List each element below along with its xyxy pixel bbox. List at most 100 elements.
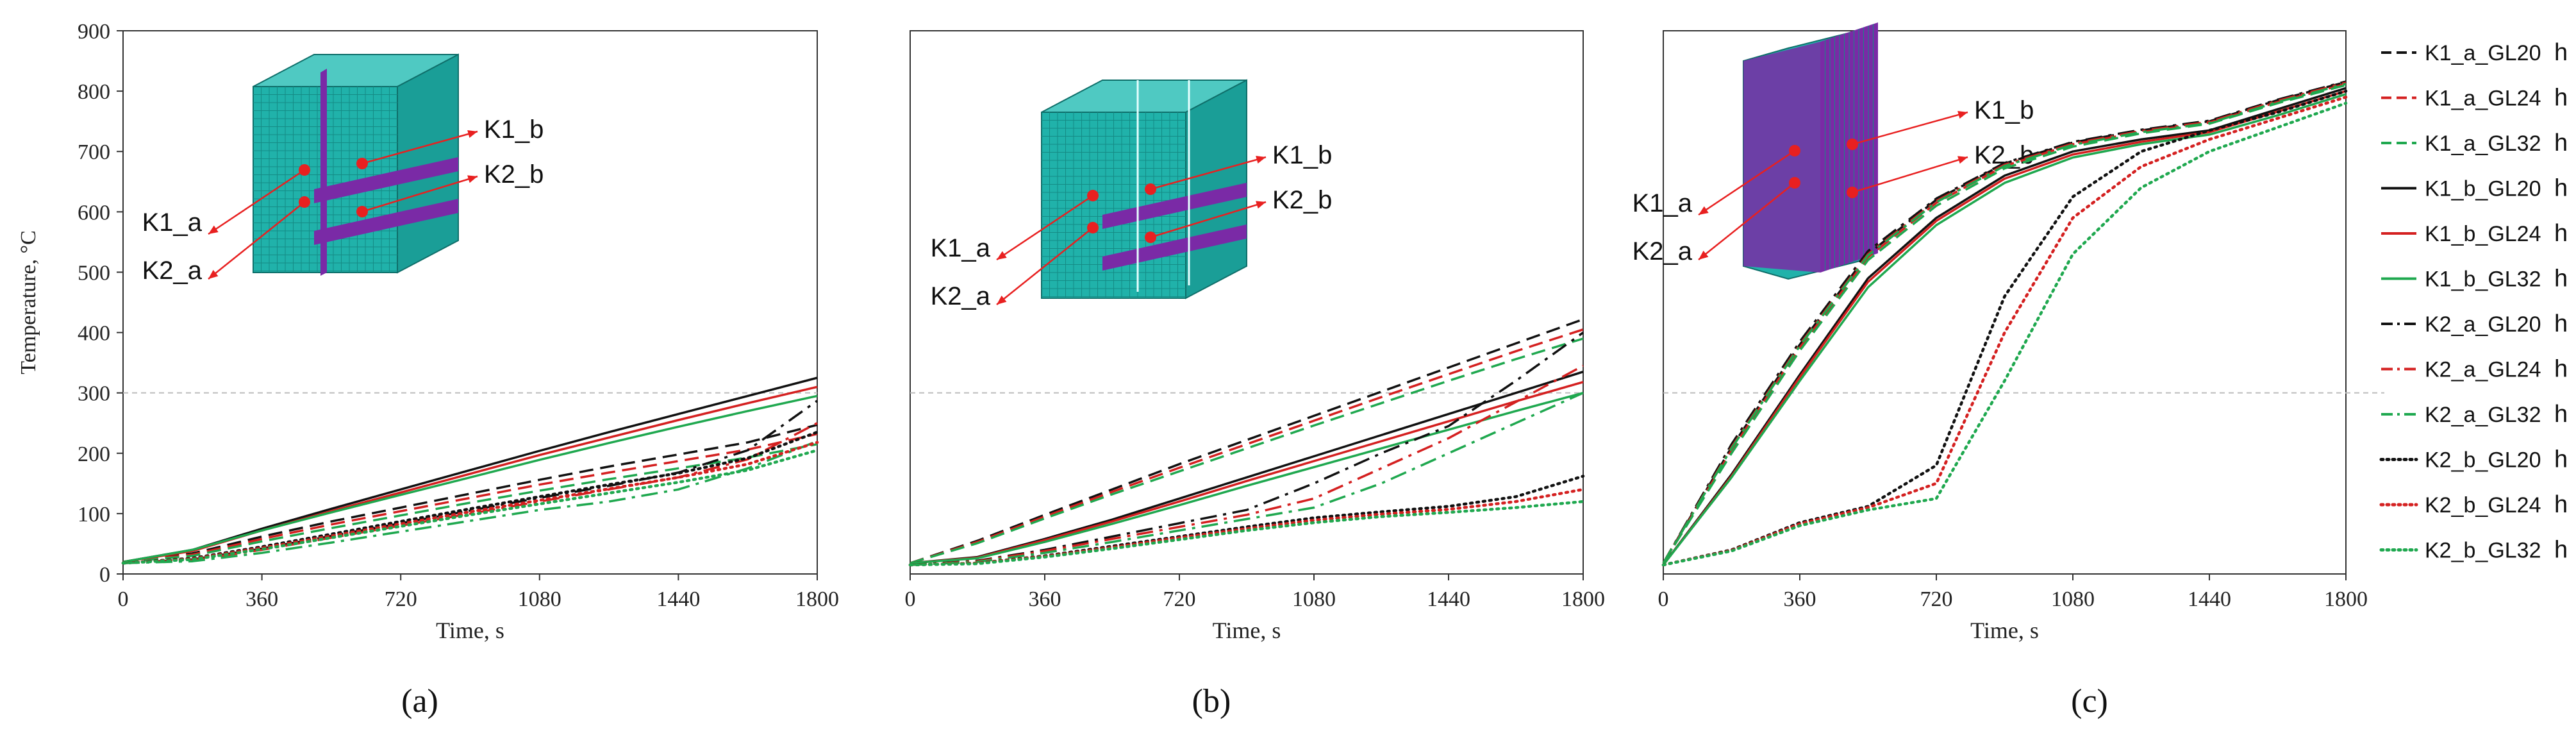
y-tick-label: 200	[78, 442, 110, 466]
series-line-k2-a-gl32	[910, 392, 1584, 566]
legend-item-k2-b-gl32: K2_b_GL32 h	[2379, 537, 2568, 564]
legend-item-k2-a-gl24: K2_a_GL24 h	[2381, 356, 2568, 383]
callout-arrowhead	[1699, 250, 1709, 260]
legend-suffix: h	[2554, 130, 2568, 156]
specimen-inset: K1_bK2_bK1_aK2_a	[1633, 22, 2034, 280]
x-tick-label: 720	[1920, 587, 1953, 611]
series-line-k1-b-gl32	[122, 394, 818, 563]
panel-label: (b)	[1192, 683, 1231, 720]
series-line-k1-a-gl24	[910, 328, 1584, 564]
callout-arrow	[1150, 156, 1267, 190]
y-tick-label: 500	[78, 261, 110, 285]
series-line-k1-b-gl24	[1662, 90, 2347, 566]
series-group	[1661, 80, 2348, 567]
inset-label-k1-b: K1_b	[1974, 96, 2034, 124]
callout-arrow	[361, 130, 478, 165]
y-tick-label: 300	[78, 382, 110, 406]
callout-arrowhead	[208, 269, 219, 279]
specimen-inset: K1_bK2_bK1_aK2_a	[931, 79, 1332, 310]
x-tick-label: 0	[118, 587, 129, 611]
y-axis-label: Temperature, °C	[17, 230, 40, 375]
series-line-k1-a-gl32	[122, 442, 818, 563]
callout-arrowhead	[997, 295, 1007, 305]
legend-suffix: h	[2554, 220, 2568, 247]
legend-item-k2-a-gl32: K2_a_GL32 h	[2381, 401, 2568, 428]
legend-suffix: h	[2554, 537, 2568, 564]
legend-label: K2_a_GL24	[2425, 358, 2541, 382]
legend-item-k2-a-gl20: K2_a_GL20 h	[2381, 310, 2568, 337]
inset-layer-band	[314, 199, 458, 245]
callout-arrow	[1852, 111, 1968, 146]
plot-frame	[1663, 30, 2347, 575]
x-axis-label: Time, s	[1213, 618, 1281, 643]
series-line-k1-a-gl20	[910, 318, 1584, 564]
callout-arrow	[361, 175, 478, 213]
inset-layer-band	[314, 157, 458, 203]
callout-arrow	[208, 201, 305, 280]
legend-label: K2_a_GL20	[2425, 312, 2541, 337]
legend-suffix: h	[2554, 491, 2568, 518]
legend-suffix: h	[2554, 175, 2568, 202]
series-line-k2-b-gl32	[908, 500, 1585, 567]
series-line-k2-a-gl20	[1662, 80, 2347, 564]
series-line-k1-b-gl32	[1662, 93, 2347, 566]
x-axis-label: Time, s	[1970, 618, 2039, 643]
legend-label: K2_b_GL24	[2425, 493, 2541, 518]
legend-item-k1-a-gl24: K1_a_GL24 h	[2381, 85, 2568, 112]
x-tick-label: 1440	[656, 587, 700, 611]
callout-arrowhead	[467, 130, 478, 138]
series-line-k1-b-gl24	[910, 381, 1584, 564]
x-tick-label: 720	[1163, 587, 1196, 611]
series-line-k2-a-gl32	[1662, 83, 2347, 564]
y-tick-label: 100	[78, 503, 110, 527]
y-tick-label: 800	[78, 80, 110, 104]
callout-arrow	[1852, 156, 1968, 194]
y-tick-label: 700	[78, 140, 110, 164]
series-line-k1-b-gl32	[910, 392, 1584, 564]
legend-label: K1_b_GL32	[2425, 267, 2541, 292]
legend-item-k1-b-gl32: K1_b_GL32 h	[2381, 265, 2568, 292]
inset-label-k2-a: K2_a	[142, 257, 203, 285]
x-tick-label: 360	[1029, 587, 1061, 611]
x-tick-label: 720	[385, 587, 417, 611]
callout-arrow	[1698, 149, 1795, 216]
series-line-k1-a-gl20	[122, 423, 818, 563]
callout-arrow	[1150, 201, 1267, 239]
x-tick-label: 1080	[1292, 587, 1336, 611]
legend-label: K1_b_GL24	[2425, 222, 2541, 246]
legend-label: K2_b_GL20	[2425, 448, 2541, 473]
x-tick-label: 1800	[795, 587, 839, 611]
inset-label-k1-a: K1_a	[931, 234, 991, 262]
x-tick-label: 1800	[1561, 587, 1605, 611]
inset-label-k2-a: K2_a	[931, 282, 991, 310]
inset-label-k1-b: K1_b	[484, 115, 544, 144]
callout-arrow	[208, 169, 305, 235]
y-tick-label: 0	[99, 563, 110, 587]
series-line-k1-b-gl20	[122, 376, 818, 563]
legend-suffix: h	[2554, 85, 2568, 112]
callout-arrowhead	[1699, 206, 1709, 215]
x-tick-label: 1080	[2051, 587, 2095, 611]
legend-item-k2-b-gl24: K2_b_GL24 h	[2379, 491, 2568, 518]
series-line-k2-a-gl24	[122, 422, 818, 564]
legend-label: K1_a_GL32	[2425, 131, 2541, 156]
legend-suffix: h	[2554, 310, 2568, 337]
x-tick-label: 1440	[2188, 587, 2231, 611]
x-tick-label: 360	[245, 587, 278, 611]
x-tick-label: 360	[1784, 587, 1816, 611]
legend-label: K2_b_GL32	[2425, 539, 2541, 563]
legend-label: K1_b_GL20	[2425, 177, 2541, 201]
callout-arrowhead	[467, 175, 478, 183]
series-line-k2-b-gl24	[1661, 96, 2348, 567]
inset-label-k2-a: K2_a	[1633, 237, 1693, 265]
callout-arrow	[996, 227, 1093, 305]
x-axis-label: Time, s	[436, 618, 504, 643]
callout-arrowhead	[1957, 156, 1968, 164]
legend-label: K1_a_GL20	[2425, 41, 2541, 65]
callout-arrowhead	[1957, 110, 1968, 119]
series-line-k1-a-gl24	[122, 432, 818, 563]
x-tick-label: 1440	[1427, 587, 1470, 611]
series-line-k2-b-gl32	[121, 448, 819, 565]
inset-label-k2-b: K2_b	[484, 160, 544, 189]
